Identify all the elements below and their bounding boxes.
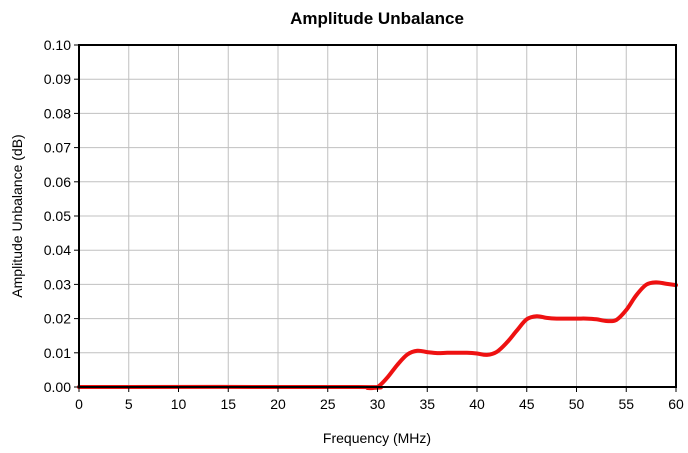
x-tick-label: 0: [75, 396, 83, 412]
y-tick-label: 0.00: [44, 379, 71, 395]
series-layer: [77, 280, 678, 391]
x-tick-label: 60: [668, 396, 684, 412]
y-tick-label: 0.07: [44, 140, 71, 156]
x-tick-label: 10: [171, 396, 187, 412]
y-tick-label: 0.06: [44, 174, 71, 190]
x-tick-label: 5: [125, 396, 133, 412]
y-tick-label: 0.09: [44, 71, 71, 87]
x-tick-label: 20: [270, 396, 286, 412]
x-tick-label: 30: [370, 396, 386, 412]
x-axis-label: Frequency (MHz): [323, 430, 431, 446]
x-tick-label: 45: [519, 396, 535, 412]
series-line: [77, 280, 678, 391]
tick-layer: 0 5 10 15 20 25 30 35 40 45 50 55 60 0.00 0.01 0.02 0.03…: [44, 37, 684, 412]
x-tick-label: 35: [419, 396, 435, 412]
y-tick-label: 0.08: [44, 105, 71, 121]
y-tick-label: 0.01: [44, 345, 71, 361]
y-tick-label: 0.03: [44, 276, 71, 292]
chart-title: Amplitude Unbalance: [290, 9, 464, 28]
y-tick-label: 0.05: [44, 208, 71, 224]
grid-layer: [78, 44, 677, 388]
x-tick-label: 40: [469, 396, 485, 412]
x-tick-label: 15: [220, 396, 236, 412]
y-tick-label: 0.04: [44, 242, 71, 258]
x-tick-label: 55: [618, 396, 634, 412]
y-tick-label: 0.02: [44, 311, 71, 327]
y-tick-label: 0.10: [44, 37, 71, 53]
x-tick-label: 25: [320, 396, 336, 412]
x-tick-label: 50: [569, 396, 585, 412]
y-axis-label: Amplitude Unbalance (dB): [9, 134, 25, 297]
